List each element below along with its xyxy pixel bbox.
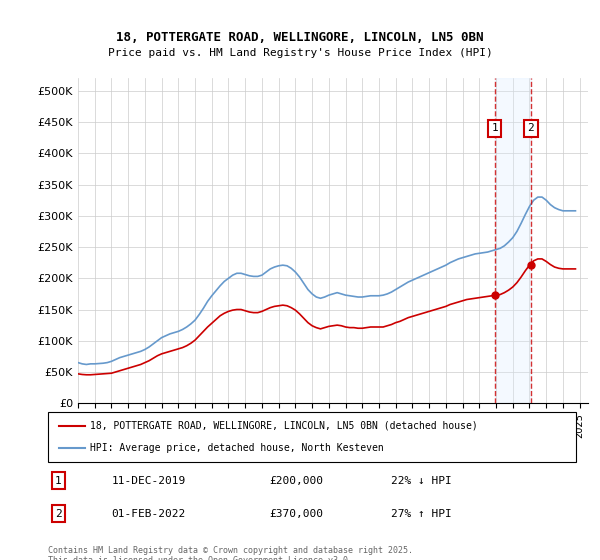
Text: 2: 2 xyxy=(527,123,534,133)
Text: 11-DEC-2019: 11-DEC-2019 xyxy=(112,476,185,486)
Text: 22% ↓ HPI: 22% ↓ HPI xyxy=(391,476,452,486)
Text: HPI: Average price, detached house, North Kesteven: HPI: Average price, detached house, Nort… xyxy=(90,443,384,453)
Text: 18, POTTERGATE ROAD, WELLINGORE, LINCOLN, LN5 0BN (detached house): 18, POTTERGATE ROAD, WELLINGORE, LINCOLN… xyxy=(90,421,478,431)
Bar xyxy=(494,78,531,403)
Text: £200,000: £200,000 xyxy=(270,476,324,486)
FancyBboxPatch shape xyxy=(48,412,576,462)
Text: 1: 1 xyxy=(55,476,62,486)
Text: 1: 1 xyxy=(491,123,498,133)
Text: 27% ↑ HPI: 27% ↑ HPI xyxy=(391,508,452,519)
Text: 18, POTTERGATE ROAD, WELLINGORE, LINCOLN, LN5 0BN: 18, POTTERGATE ROAD, WELLINGORE, LINCOLN… xyxy=(116,31,484,44)
Text: Price paid vs. HM Land Registry's House Price Index (HPI): Price paid vs. HM Land Registry's House … xyxy=(107,48,493,58)
Text: 2: 2 xyxy=(55,508,62,519)
Text: 01-FEB-2022: 01-FEB-2022 xyxy=(112,508,185,519)
Text: £370,000: £370,000 xyxy=(270,508,324,519)
Text: Contains HM Land Registry data © Crown copyright and database right 2025.
This d: Contains HM Land Registry data © Crown c… xyxy=(48,546,413,560)
